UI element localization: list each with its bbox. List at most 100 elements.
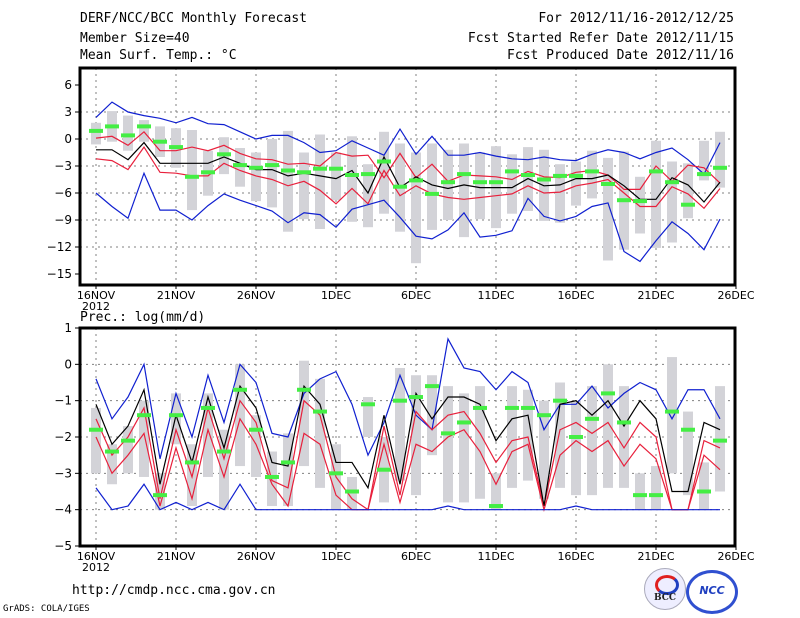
temp-median-mark (313, 166, 327, 171)
precip-spread-box (427, 375, 437, 456)
temp-xtick-label: 1DEC (321, 289, 351, 302)
precip-median-mark (489, 504, 503, 509)
source-url[interactable]: http://cmdp.ncc.cma.gov.cn (72, 583, 276, 598)
temp-plot-frame (78, 66, 737, 287)
temp-xtick-label: 6DEC (401, 289, 431, 302)
precip-xtick-year: 2012 (82, 561, 110, 574)
temp-median-mark (441, 180, 455, 185)
temp-median-mark (473, 180, 487, 185)
temp-line-mean (96, 141, 721, 203)
temp-median-mark (233, 163, 247, 168)
ncc-logo-text: NCC (699, 584, 725, 597)
precip-spread-box (155, 473, 165, 510)
precip-spread-box (219, 429, 229, 510)
precip-spread-box (635, 473, 645, 510)
temp-median-mark (633, 199, 647, 204)
temp-median-mark (425, 191, 439, 196)
precip-median-mark (585, 416, 599, 421)
precip-xtick-label: 21DEC (637, 550, 674, 563)
precip-panel-label: Prec.: log(mm/d) (80, 310, 206, 325)
precip-xtick-label: 1DEC (321, 550, 351, 563)
temp-spread-box (667, 161, 677, 243)
precip-median-mark (537, 413, 551, 418)
precip-median-mark (121, 438, 135, 443)
precip-spread-box (523, 389, 533, 481)
precip-spread-box (411, 375, 421, 496)
precip-spread-box (251, 415, 261, 477)
precip-spread-box (235, 364, 245, 467)
temp-xtick-label: 26DEC (717, 289, 754, 302)
temp-median-mark (393, 184, 407, 189)
precip-median-mark (505, 405, 519, 410)
precip-median-mark (457, 420, 471, 425)
precip-spread-box (539, 400, 549, 499)
temp-median-mark (457, 172, 471, 177)
temp-median-mark (377, 159, 391, 164)
temp-spread-box (139, 120, 149, 142)
precip-line-min (95, 483, 720, 511)
temp-median-mark (249, 165, 263, 170)
temp-median-mark (345, 173, 359, 177)
temp-median-mark (169, 145, 183, 150)
precip-spread-box (363, 397, 373, 437)
precip-ytick-label: −3 (54, 466, 72, 480)
precip-median-mark (425, 384, 439, 389)
precip-xtick-label: 11DEC (477, 550, 514, 563)
temp-median-mark (361, 172, 375, 177)
precip-ytick-label: −5 (54, 539, 72, 553)
temp-line-max (95, 101, 721, 176)
temp-ytick-label: 0 (64, 132, 72, 146)
temp-median-mark (201, 170, 215, 175)
precip-line-mean (95, 384, 721, 507)
precip-median-mark (601, 391, 615, 396)
precip-line-max (95, 337, 721, 459)
precip-median-mark (345, 489, 359, 494)
precip-plot-frame (78, 326, 737, 548)
precip-median-mark (441, 431, 455, 436)
precip-line-upper (95, 399, 721, 511)
temp-spread-box (379, 131, 389, 214)
precip-spread-box (171, 393, 181, 445)
temp-median-mark (521, 173, 535, 177)
precip-median-mark (169, 413, 183, 418)
precip-xtick-label: 26NOV (237, 550, 276, 563)
precip-median-mark (521, 405, 535, 410)
temp-median-mark (281, 168, 295, 173)
precip-spread-box (555, 382, 565, 488)
precip-line-lower (95, 417, 721, 512)
temp-median-mark (489, 180, 503, 185)
variable-label: Mean Surf. Temp.: °C (80, 48, 237, 63)
temp-spread-box (123, 115, 133, 151)
temp-ytick-label: −6 (54, 186, 72, 200)
temp-spread-box (459, 143, 469, 238)
temp-xtick-label: 11DEC (477, 289, 514, 302)
precip-median-mark (153, 493, 167, 498)
temp-spread-box (427, 143, 437, 230)
temp-spread-box (331, 152, 341, 201)
precip-spread-box (315, 378, 325, 488)
temp-xtick-label: 16DEC (557, 289, 594, 302)
temp-median-mark (297, 170, 311, 175)
temp-spread-box (283, 130, 293, 232)
precip-ytick-label: 0 (64, 357, 72, 371)
temp-spread-box (715, 131, 725, 188)
precip-median-mark (281, 460, 295, 465)
temp-median-mark (505, 169, 519, 174)
precip-median-mark (313, 409, 327, 414)
precip-median-mark (137, 413, 151, 418)
temp-median-mark (409, 178, 423, 183)
temp-median-mark (121, 133, 135, 138)
temp-spread-box (315, 134, 325, 229)
precip-spread-box (459, 393, 469, 503)
precip-median-mark (713, 438, 727, 443)
temp-median-mark (681, 202, 695, 207)
precip-median-mark (473, 405, 487, 410)
precip-xtick-label: 21NOV (157, 550, 196, 563)
precip-median-mark (233, 387, 247, 392)
temp-spread-box (187, 130, 197, 211)
forecast-produced-date: Fcst Produced Date 2012/11/16 (507, 48, 734, 63)
precip-xtick-label: 26DEC (717, 550, 754, 563)
precip-ytick-label: −2 (54, 430, 72, 444)
temp-spread-box (683, 163, 693, 219)
temp-spread-box (507, 154, 517, 214)
